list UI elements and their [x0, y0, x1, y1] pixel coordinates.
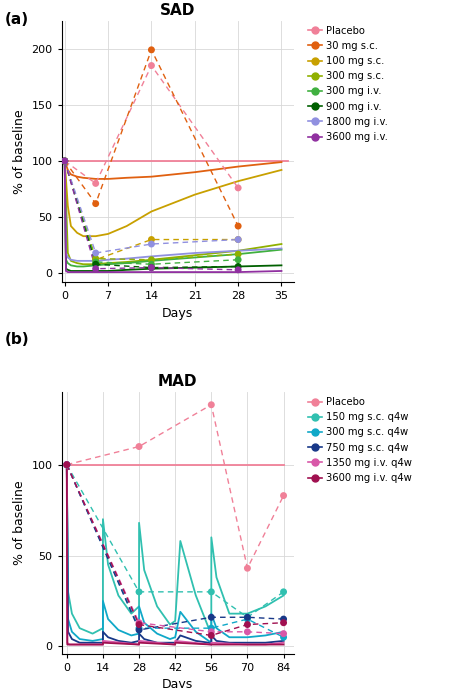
Point — [147, 44, 155, 55]
Point — [244, 612, 251, 623]
Point — [61, 155, 69, 166]
Point — [92, 257, 100, 268]
Point — [135, 619, 143, 630]
X-axis label: Days: Days — [162, 678, 193, 688]
Point — [208, 623, 215, 634]
Point — [147, 259, 155, 270]
Point — [147, 255, 155, 266]
Legend: Placebo, 150 mg s.c. q4w, 300 mg s.c. q4w, 750 mg s.c. q4w, 1350 mg i.v. q4w, 36: Placebo, 150 mg s.c. q4w, 300 mg s.c. q4… — [308, 397, 412, 483]
Point — [63, 459, 71, 470]
Point — [135, 441, 143, 452]
Point — [208, 612, 215, 623]
Title: SAD: SAD — [160, 3, 195, 18]
Point — [234, 248, 242, 259]
Point — [280, 632, 287, 643]
Point — [61, 155, 69, 166]
Point — [234, 182, 242, 193]
Point — [208, 630, 215, 641]
Text: (a): (a) — [5, 12, 29, 27]
Title: MAD: MAD — [158, 374, 198, 389]
Point — [234, 261, 242, 272]
Point — [147, 239, 155, 250]
Point — [234, 264, 242, 275]
Point — [147, 262, 155, 273]
Point — [92, 264, 100, 275]
Point — [147, 234, 155, 245]
Point — [280, 617, 287, 628]
Point — [135, 625, 143, 636]
Point — [61, 155, 69, 166]
Point — [63, 459, 71, 470]
Point — [63, 459, 71, 470]
Point — [135, 623, 143, 634]
Point — [244, 626, 251, 637]
Point — [208, 626, 215, 637]
Point — [280, 628, 287, 639]
Point — [280, 490, 287, 501]
Text: (b): (b) — [5, 332, 29, 347]
Point — [244, 563, 251, 574]
Point — [61, 155, 69, 166]
Point — [244, 619, 251, 630]
Point — [92, 253, 100, 264]
Point — [92, 248, 100, 259]
X-axis label: Days: Days — [162, 307, 193, 320]
Legend: Placebo, 30 mg s.c., 100 mg s.c., 300 mg s.c., 300 mg i.v., 900 mg i.v., 1800 mg: Placebo, 30 mg s.c., 100 mg s.c., 300 mg… — [308, 25, 388, 142]
Point — [61, 155, 69, 166]
Point — [147, 262, 155, 273]
Point — [244, 612, 251, 623]
Point — [234, 255, 242, 266]
Point — [234, 234, 242, 245]
Y-axis label: % of baseline: % of baseline — [13, 480, 26, 565]
Point — [280, 614, 287, 625]
Point — [280, 586, 287, 597]
Y-axis label: % of baseline: % of baseline — [13, 109, 26, 194]
Point — [234, 221, 242, 232]
Point — [92, 178, 100, 189]
Point — [135, 617, 143, 628]
Point — [234, 234, 242, 245]
Point — [147, 60, 155, 71]
Point — [63, 459, 71, 470]
Point — [63, 459, 71, 470]
Point — [92, 259, 100, 270]
Point — [61, 155, 69, 166]
Point — [61, 155, 69, 166]
Point — [135, 586, 143, 597]
Point — [208, 586, 215, 597]
Point — [92, 198, 100, 209]
Point — [63, 459, 71, 470]
Point — [244, 614, 251, 625]
Point — [208, 399, 215, 410]
Point — [61, 155, 69, 166]
Point — [92, 255, 100, 266]
